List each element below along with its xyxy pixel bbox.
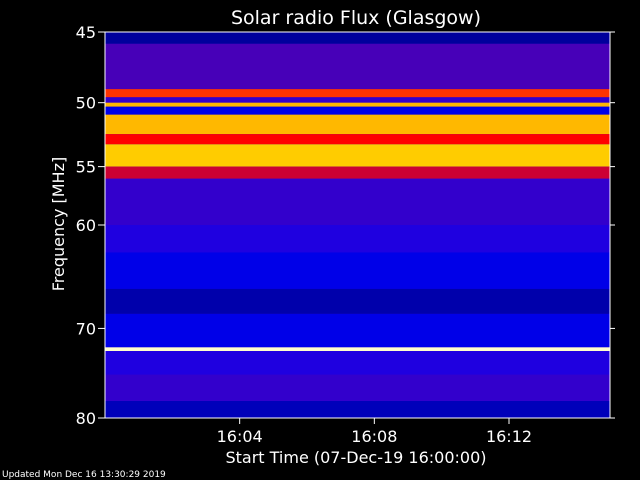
spectrogram-band-8 [105, 134, 610, 145]
y-tick-label: 55 [76, 158, 96, 177]
y-tick-label: 50 [76, 94, 96, 113]
y-tick-label: 70 [76, 319, 96, 338]
spectrogram-band-11 [105, 178, 610, 225]
spectrogram-band-19 [105, 401, 610, 418]
spectrogram-band-9 [105, 144, 610, 167]
spectrogram-band-3 [105, 89, 610, 98]
spectrogram-band-6 [105, 106, 610, 115]
spectrogram-band-14 [105, 288, 610, 314]
x-axis-label: Start Time (07-Dec-19 16:00:00) [225, 448, 486, 467]
y-axis-label: Frequency [MHz] [49, 157, 68, 291]
updated-timestamp: Updated Mon Dec 16 13:30:29 2019 [2, 470, 166, 480]
axes: 45 50 55 60 70 80 16:04 16:08 16:12 [76, 23, 615, 446]
spectrogram-band-10 [105, 166, 610, 179]
y-tick-label: 80 [76, 409, 96, 428]
spectrogram-band-5 [105, 102, 610, 107]
spectrogram-band-2 [105, 43, 610, 90]
spectrogram-band-17 [105, 351, 610, 375]
spectrogram-band-18 [105, 374, 610, 402]
spectrogram-band-1 [105, 32, 610, 44]
spectrogram-band-15 [105, 313, 610, 348]
chart-title: Solar radio Flux (Glasgow) [231, 7, 481, 29]
spectrogram-band-4 [105, 97, 610, 103]
spectrogram-band-13 [105, 252, 610, 289]
spectrogram-band-12 [105, 225, 610, 253]
spectrogram-band-7 [105, 114, 610, 135]
spectrogram-band-16 [105, 347, 610, 352]
y-tick-label: 60 [76, 216, 96, 235]
x-tick-label: 16:04 [217, 427, 263, 446]
x-tick-label: 16:12 [486, 427, 532, 446]
y-tick-label: 45 [76, 23, 96, 42]
plot-area [105, 32, 610, 418]
x-tick-label: 16:08 [351, 427, 397, 446]
